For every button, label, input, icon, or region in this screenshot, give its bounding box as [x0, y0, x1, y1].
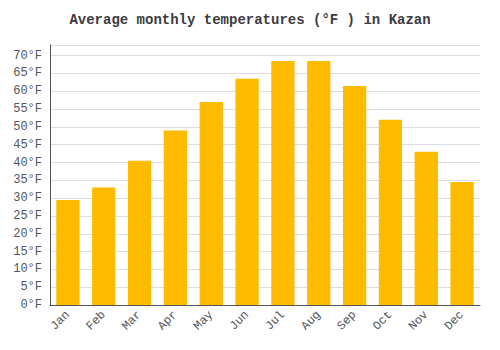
svg-text:Jul: Jul [263, 308, 288, 333]
svg-text:Jun: Jun [227, 308, 252, 333]
svg-text:15°F: 15°F [13, 245, 42, 259]
svg-text:Jan: Jan [48, 308, 73, 333]
svg-text:Oct: Oct [370, 308, 395, 333]
svg-text:Apr: Apr [155, 308, 180, 333]
svg-text:Average monthly temperatures (: Average monthly temperatures (°F ) in Ka… [69, 12, 430, 28]
svg-text:30°F: 30°F [13, 191, 42, 205]
svg-text:Mar: Mar [119, 308, 144, 333]
svg-text:50°F: 50°F [13, 120, 42, 134]
svg-text:Nov: Nov [406, 308, 431, 333]
svg-text:Aug: Aug [299, 308, 324, 333]
svg-text:65°F: 65°F [13, 66, 42, 80]
svg-text:Feb: Feb [84, 308, 109, 333]
svg-text:May: May [191, 308, 216, 333]
svg-text:40°F: 40°F [13, 156, 42, 170]
svg-text:60°F: 60°F [13, 84, 42, 98]
svg-text:70°F: 70°F [13, 49, 42, 63]
svg-text:Sep: Sep [334, 308, 359, 333]
svg-text:55°F: 55°F [13, 102, 42, 116]
svg-text:0°F: 0°F [20, 298, 42, 312]
svg-text:45°F: 45°F [13, 138, 42, 152]
svg-text:25°F: 25°F [13, 209, 42, 223]
svg-text:Dec: Dec [442, 308, 467, 333]
svg-text:35°F: 35°F [13, 173, 42, 187]
svg-text:20°F: 20°F [13, 227, 42, 241]
svg-text:10°F: 10°F [13, 262, 42, 276]
svg-text:5°F: 5°F [20, 280, 42, 294]
